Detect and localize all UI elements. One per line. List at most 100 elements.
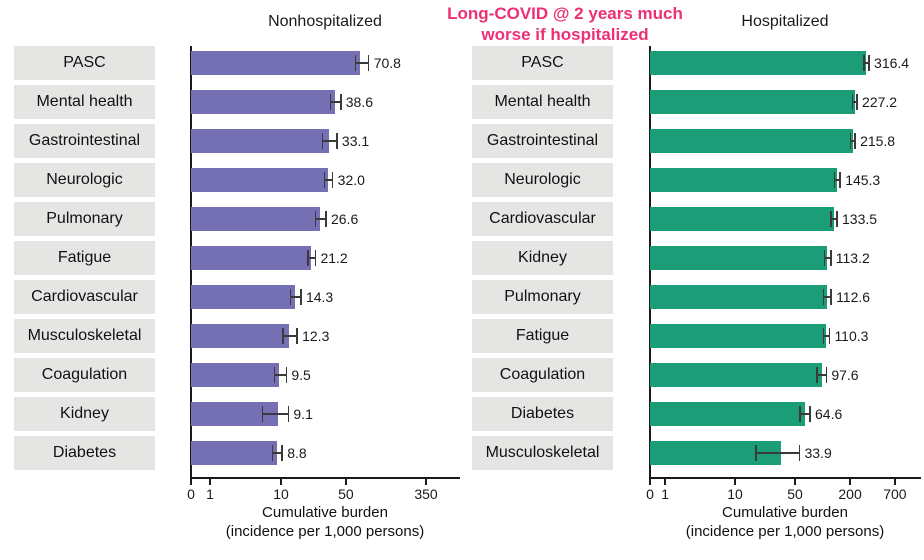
- value-label: 110.3: [834, 328, 869, 344]
- error-bar-cap-right: [367, 55, 370, 71]
- annotation-title: Long-COVID @ 2 years much worse if hospi…: [415, 3, 715, 45]
- annotation-title-line2: worse if hospitalized: [481, 25, 649, 44]
- error-bar-cap-left: [833, 172, 836, 188]
- value-label: 9.1: [293, 406, 313, 422]
- error-bar-cap-right: [809, 406, 811, 422]
- error-bar-line: [824, 257, 831, 259]
- category-label: Diabetes: [14, 436, 155, 470]
- error-bar-cap-left: [822, 289, 825, 305]
- x-axis-label-line1: Cumulative burden: [262, 504, 388, 521]
- bar: [191, 129, 330, 153]
- error-bar-line: [852, 101, 858, 103]
- bar: [650, 51, 867, 75]
- x-tick-label: 1: [206, 486, 214, 502]
- x-tick-label: 0: [646, 486, 654, 502]
- error-bar-cap-right: [287, 406, 290, 422]
- value-label: 9.5: [291, 367, 311, 383]
- x-tick-mark: [664, 479, 666, 485]
- x-axis-label-line2: (incidence per 1,000 persons): [685, 523, 885, 540]
- value-label: 26.6: [330, 211, 359, 227]
- error-bar-line: [800, 413, 811, 415]
- x-tick-label: 700: [883, 486, 907, 502]
- error-bar-cap-right: [340, 94, 342, 110]
- x-axis-label-line1: Cumulative burden: [722, 504, 848, 521]
- error-bar-cap-right: [300, 289, 302, 305]
- error-bar-cap-left: [271, 445, 274, 461]
- bar: [650, 168, 838, 192]
- error-bar-line: [274, 374, 287, 376]
- error-bar-cap-left: [799, 406, 801, 422]
- x-tick-label: 350: [414, 486, 438, 502]
- category-label: Coagulation: [472, 358, 613, 392]
- error-bar-line: [834, 179, 841, 181]
- error-bar-cap-left: [314, 211, 317, 227]
- bar: [650, 246, 828, 270]
- x-tick-mark: [894, 479, 896, 485]
- category-label: Mental health: [14, 85, 155, 119]
- error-bar-cap-left: [321, 133, 324, 149]
- x-tick-label: 10: [273, 486, 289, 502]
- x-tick-mark: [794, 479, 796, 485]
- error-bar-cap-left: [282, 328, 284, 344]
- error-bar-line: [863, 62, 870, 64]
- bar: [191, 90, 336, 114]
- annotation-title-line1: Long-COVID @ 2 years much: [447, 4, 683, 23]
- error-bar-cap-right: [830, 289, 832, 305]
- error-bar-cap-left: [863, 55, 865, 71]
- category-label: Cardiovascular: [14, 280, 155, 314]
- category-label: Gastrointestinal: [472, 124, 613, 158]
- bar: [191, 246, 312, 270]
- error-bar-line: [324, 179, 333, 181]
- value-label: 227.2: [862, 94, 898, 110]
- error-bar-line: [755, 452, 800, 454]
- error-bar-cap-right: [296, 328, 298, 344]
- error-bar-cap-left: [816, 367, 818, 383]
- category-label: Mental health: [472, 85, 613, 119]
- bar: [191, 51, 361, 75]
- bar: [650, 324, 827, 348]
- error-bar-cap-right: [331, 172, 334, 188]
- error-bar-cap-left: [755, 445, 757, 461]
- panel-title-hospitalized: Hospitalized: [741, 13, 829, 30]
- value-label: 113.2: [835, 250, 870, 266]
- category-label: Cardiovascular: [472, 202, 613, 236]
- error-bar-cap-right: [798, 445, 801, 461]
- value-label: 64.6: [815, 406, 843, 422]
- error-bar-cap-left: [822, 328, 825, 344]
- error-bar-line: [272, 452, 283, 454]
- error-bar-cap-left: [289, 289, 292, 305]
- category-label: Diabetes: [472, 397, 613, 431]
- x-axis-label-hospitalized: Cumulative burden (incidence per 1,000 p…: [630, 503, 924, 541]
- error-bar-cap-right: [828, 328, 831, 344]
- x-tick-label: 200: [838, 486, 862, 502]
- error-bar-line: [283, 335, 298, 337]
- error-bar-cap-left: [307, 250, 309, 266]
- category-label: Coagulation: [14, 358, 155, 392]
- category-label: Gastrointestinal: [14, 124, 155, 158]
- error-bar-line: [831, 218, 837, 220]
- error-bar-cap-left: [354, 55, 357, 71]
- bar: [191, 168, 328, 192]
- bar: [191, 441, 278, 465]
- value-label: 112.6: [836, 289, 871, 305]
- category-label: Pulmonary: [14, 202, 155, 236]
- error-bar-cap-right: [314, 250, 317, 266]
- error-bar-cap-left: [329, 94, 332, 110]
- bar: [650, 90, 855, 114]
- value-label: 33.1: [341, 133, 370, 149]
- category-label: Neurologic: [14, 163, 155, 197]
- category-label: PASC: [14, 46, 155, 80]
- bar: [650, 129, 853, 153]
- x-tick-label: 50: [787, 486, 803, 502]
- x-tick-mark: [649, 479, 651, 485]
- error-bar-cap-left: [261, 406, 264, 422]
- error-bar-cap-right: [281, 445, 283, 461]
- value-label: 316.4: [874, 55, 910, 71]
- x-tick-mark: [345, 479, 347, 485]
- value-label: 215.8: [860, 133, 896, 149]
- bar: [650, 207, 834, 231]
- error-bar-line: [823, 296, 832, 298]
- y-axis-line: [648, 46, 651, 479]
- error-bar-line: [307, 257, 316, 259]
